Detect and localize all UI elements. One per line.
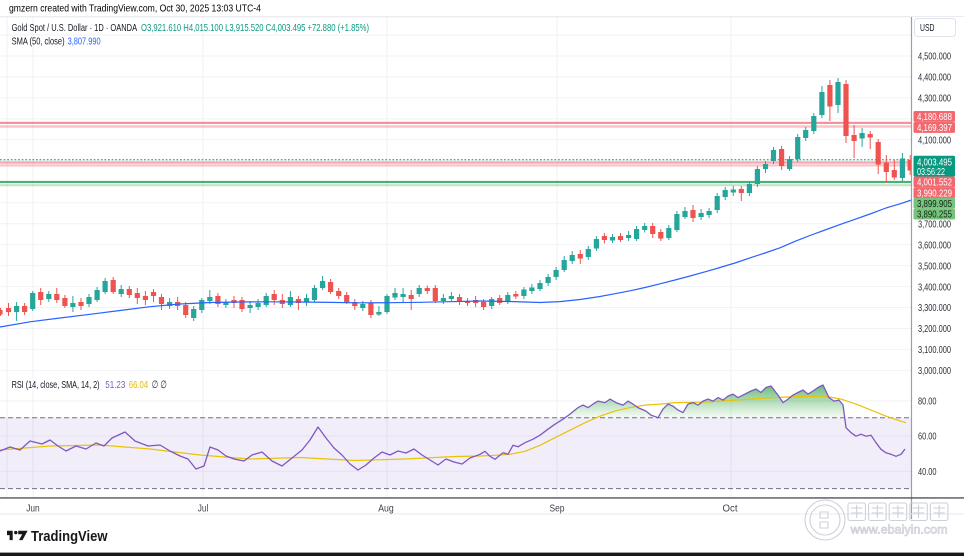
- svg-text:4,300.000: 4,300.000: [918, 93, 951, 105]
- svg-text:Jun: Jun: [26, 504, 40, 515]
- svg-text:RSI (14, close, SMA, 14, 2): RSI (14, close, SMA, 14, 2): [12, 379, 100, 391]
- svg-text:Sep: Sep: [550, 504, 565, 515]
- svg-text:Oct: Oct: [723, 504, 738, 515]
- svg-text:TradingView: TradingView: [31, 529, 108, 545]
- svg-text:4,100.000: 4,100.000: [918, 135, 951, 147]
- svg-text:O3,921.610 H4,015.100 L3,915.5: O3,921.610 H4,015.100 L3,915.520 C4,003.…: [141, 22, 369, 34]
- svg-text:66.04: 66.04: [129, 379, 148, 391]
- svg-text:80.00: 80.00: [918, 396, 937, 408]
- svg-text:3,700.000: 3,700.000: [918, 218, 951, 230]
- svg-text:4,400.000: 4,400.000: [918, 72, 951, 84]
- svg-text:3,600.000: 3,600.000: [918, 239, 951, 251]
- svg-text:60.00: 60.00: [918, 431, 937, 443]
- svg-text:3,100.000: 3,100.000: [918, 344, 951, 356]
- svg-text:3,500.000: 3,500.000: [918, 260, 951, 272]
- svg-text:3,990.229: 3,990.229: [917, 188, 952, 200]
- svg-text:40.00: 40.00: [918, 466, 937, 478]
- svg-text:SMA (50, close): SMA (50, close): [12, 36, 65, 48]
- svg-text:3,400.000: 3,400.000: [918, 281, 951, 293]
- svg-text:3,000.000: 3,000.000: [918, 365, 951, 377]
- svg-text:3,300.000: 3,300.000: [918, 302, 951, 314]
- svg-text:gmzern created with TradingVie: gmzern created with TradingView.com, Oct…: [9, 3, 261, 15]
- svg-text:∅ ∅: ∅ ∅: [152, 379, 167, 391]
- svg-text:03:56:22: 03:56:22: [917, 166, 945, 178]
- svg-text:Gold Spot / U.S. Dollar · 1D ·: Gold Spot / U.S. Dollar · 1D · OANDA: [12, 22, 138, 34]
- svg-text:3,890.255: 3,890.255: [917, 209, 952, 221]
- svg-text:4,180.688: 4,180.688: [917, 111, 952, 123]
- svg-text:4,169.397: 4,169.397: [917, 122, 952, 134]
- svg-text:4,500.000: 4,500.000: [918, 51, 951, 63]
- svg-text:3,899.905: 3,899.905: [917, 198, 952, 210]
- svg-text:Aug: Aug: [378, 504, 394, 515]
- svg-text:3,200.000: 3,200.000: [918, 323, 951, 335]
- svg-text:3,807.990: 3,807.990: [68, 36, 101, 48]
- svg-text:4,003.495: 4,003.495: [917, 156, 952, 168]
- svg-text:4,001.552: 4,001.552: [917, 177, 952, 189]
- svg-text:www.ebaiyin.com: www.ebaiyin.com: [850, 525, 948, 537]
- svg-text:USD: USD: [920, 22, 935, 34]
- svg-text:51.23: 51.23: [105, 379, 125, 391]
- svg-text:Jul: Jul: [198, 504, 209, 515]
